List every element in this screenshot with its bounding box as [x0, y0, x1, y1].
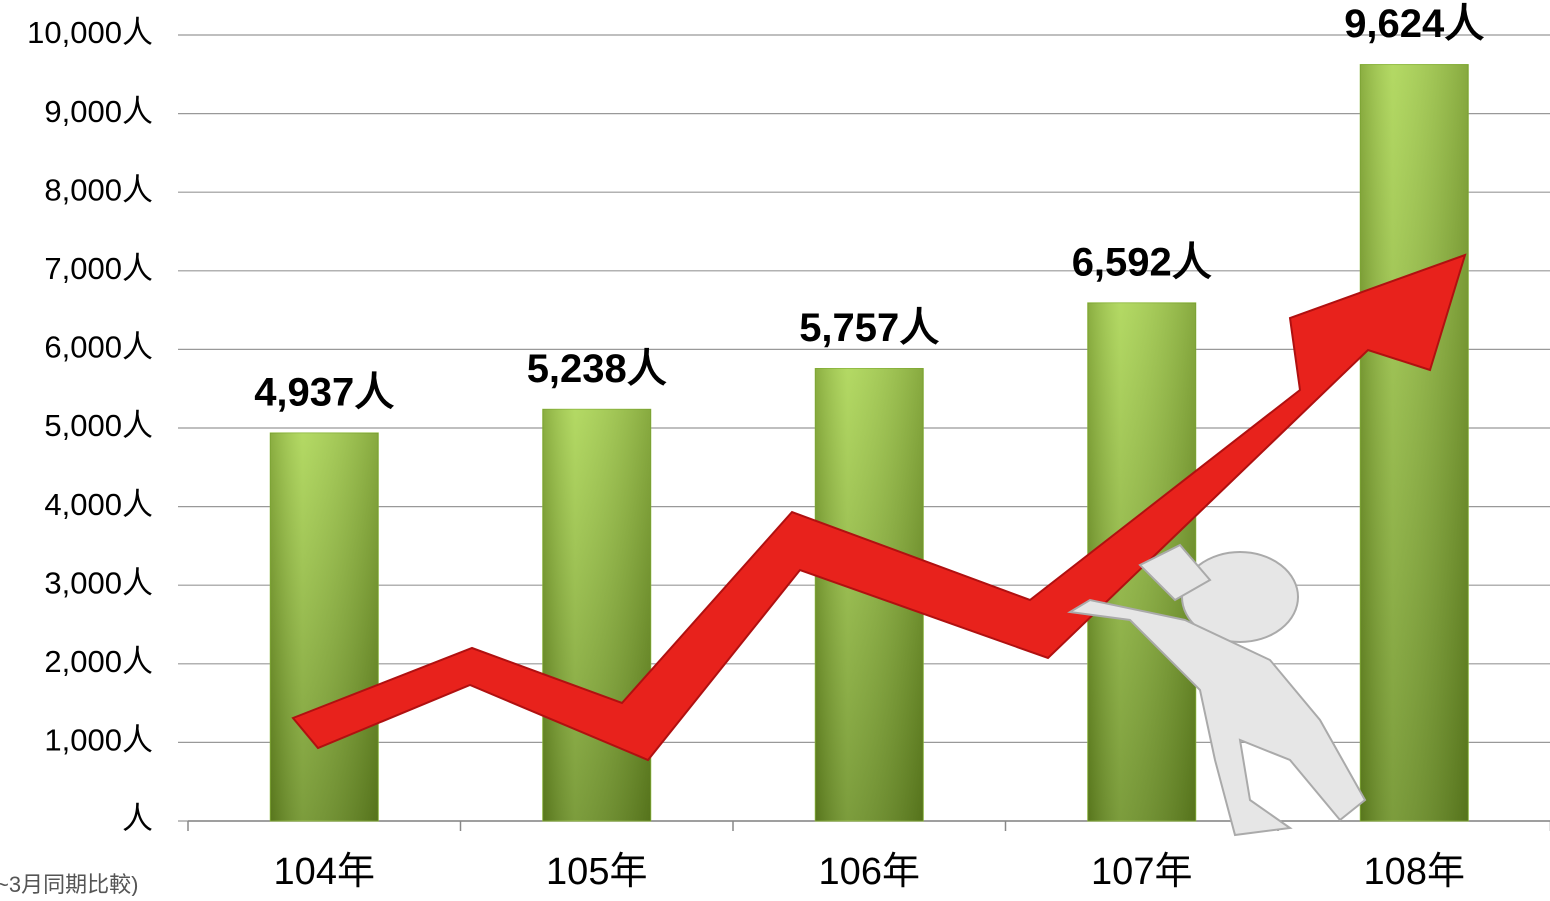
x-tick-label: 108年: [1364, 851, 1465, 893]
y-tick-label: 2,000人: [44, 644, 153, 679]
y-tick-label: 4,000人: [44, 487, 153, 522]
x-tick-label: 105年: [546, 851, 647, 893]
y-tick-label: 3,000人: [44, 565, 153, 600]
x-tick-label: 106年: [819, 851, 920, 893]
y-tick-label: 8,000人: [44, 172, 153, 207]
y-tick-label: 6,000人: [44, 330, 153, 365]
value-label: 6,592人: [1072, 240, 1212, 284]
value-label: 5,238人: [527, 347, 667, 391]
value-label: 9,624人: [1344, 2, 1484, 46]
x-tick-label: 104年: [274, 851, 375, 893]
y-tick-label: 5,000人: [44, 408, 153, 443]
x-tick-label: 107年: [1091, 851, 1192, 893]
y-tick-label: 10,000人: [27, 15, 153, 50]
trend-arrow: [291, 253, 1467, 762]
figure: [1067, 543, 1367, 837]
value-label: 4,937人: [254, 371, 394, 415]
bar-shade: [270, 432, 379, 821]
note: ~3月同期比較): [0, 872, 138, 896]
value-label: 5,757人: [799, 306, 939, 350]
y-tick-label: 7,000人: [44, 251, 153, 286]
y-tick-label: 人: [122, 801, 153, 836]
y-tick-label: 1,000人: [44, 723, 153, 758]
bar-shade: [1360, 64, 1469, 822]
bar-shade: [542, 409, 651, 821]
y-tick-label: 9,000人: [44, 94, 153, 129]
